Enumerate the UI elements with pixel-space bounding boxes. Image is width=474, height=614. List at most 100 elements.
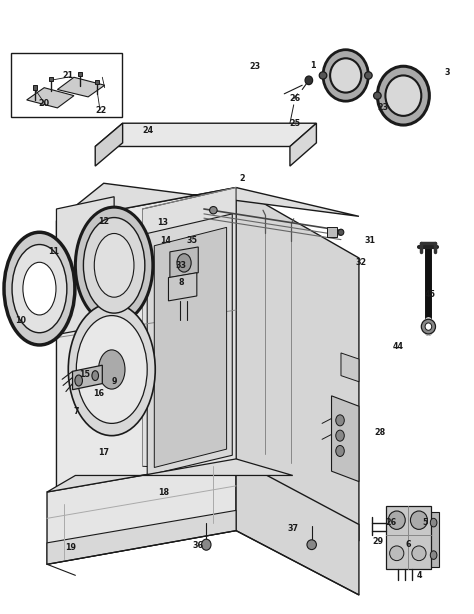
Ellipse shape (75, 375, 82, 386)
Text: 25: 25 (289, 119, 300, 128)
Bar (78, 72, 82, 76)
Text: 26: 26 (385, 518, 396, 527)
Ellipse shape (99, 350, 125, 389)
Polygon shape (143, 187, 236, 471)
Ellipse shape (388, 511, 405, 529)
Text: 35: 35 (187, 236, 198, 246)
Polygon shape (56, 196, 114, 335)
Text: 5: 5 (422, 518, 428, 527)
Ellipse shape (4, 232, 75, 345)
Ellipse shape (385, 76, 421, 116)
Bar (95, 80, 99, 84)
Polygon shape (27, 88, 74, 108)
Text: 10: 10 (15, 316, 26, 325)
Polygon shape (341, 353, 359, 382)
Ellipse shape (75, 207, 153, 324)
Text: 24: 24 (143, 126, 154, 135)
Ellipse shape (201, 539, 211, 550)
Polygon shape (95, 123, 317, 147)
Text: 3: 3 (445, 69, 450, 77)
Text: 37: 37 (287, 524, 298, 534)
Text: 28: 28 (374, 428, 385, 437)
Ellipse shape (328, 228, 335, 236)
Polygon shape (47, 459, 236, 564)
Polygon shape (290, 123, 317, 166)
Ellipse shape (330, 58, 361, 93)
Ellipse shape (421, 319, 436, 334)
Text: 8: 8 (178, 278, 184, 287)
Text: 19: 19 (65, 543, 76, 551)
Polygon shape (47, 510, 236, 564)
Ellipse shape (305, 76, 313, 85)
Bar (49, 77, 53, 81)
Text: 14: 14 (160, 236, 171, 246)
Text: 15: 15 (79, 370, 91, 379)
Text: 7: 7 (73, 406, 79, 416)
Polygon shape (47, 459, 293, 492)
Bar (11, 53, 122, 117)
Polygon shape (73, 365, 102, 390)
Text: 17: 17 (98, 448, 109, 457)
Ellipse shape (210, 206, 217, 214)
Polygon shape (236, 187, 359, 541)
Text: 6: 6 (405, 540, 411, 549)
Polygon shape (147, 214, 232, 475)
Text: 44: 44 (393, 343, 404, 351)
Polygon shape (57, 77, 105, 97)
Ellipse shape (177, 254, 191, 272)
Polygon shape (56, 187, 236, 504)
Text: 13: 13 (157, 218, 168, 227)
Ellipse shape (12, 244, 67, 333)
Text: 31: 31 (365, 236, 376, 246)
Text: 23: 23 (249, 63, 261, 71)
Ellipse shape (425, 323, 432, 330)
Ellipse shape (23, 262, 56, 315)
Text: 45: 45 (424, 290, 435, 299)
Text: 9: 9 (111, 377, 117, 386)
Ellipse shape (338, 229, 344, 235)
Ellipse shape (430, 518, 437, 527)
Text: 4: 4 (416, 571, 422, 580)
Text: 1: 1 (310, 61, 315, 69)
Ellipse shape (336, 430, 344, 441)
Ellipse shape (336, 415, 344, 426)
Bar (33, 85, 36, 90)
Text: 26: 26 (289, 94, 300, 103)
Text: 21: 21 (62, 71, 73, 80)
Polygon shape (56, 183, 359, 221)
Polygon shape (386, 506, 431, 569)
Text: 16: 16 (93, 389, 104, 398)
Polygon shape (236, 459, 359, 595)
Text: 20: 20 (38, 99, 50, 108)
Ellipse shape (430, 551, 437, 559)
Polygon shape (428, 512, 439, 567)
Ellipse shape (76, 316, 147, 424)
Text: 23: 23 (377, 103, 388, 112)
Ellipse shape (92, 371, 99, 381)
Text: 36: 36 (193, 542, 204, 550)
Ellipse shape (374, 92, 381, 99)
Ellipse shape (307, 540, 317, 550)
Text: 22: 22 (95, 106, 107, 115)
Bar (327, 227, 337, 236)
Ellipse shape (377, 66, 429, 125)
Ellipse shape (83, 217, 145, 313)
Ellipse shape (412, 546, 426, 561)
Polygon shape (95, 123, 123, 166)
Ellipse shape (410, 511, 428, 529)
Text: 29: 29 (372, 537, 383, 545)
Polygon shape (331, 396, 359, 481)
Text: 12: 12 (98, 217, 109, 226)
Ellipse shape (323, 50, 368, 101)
Polygon shape (168, 273, 197, 301)
Ellipse shape (336, 445, 344, 456)
Ellipse shape (390, 546, 404, 561)
Text: 33: 33 (176, 261, 187, 270)
Text: 32: 32 (355, 258, 366, 267)
Text: 11: 11 (48, 247, 59, 257)
Ellipse shape (319, 72, 327, 79)
Polygon shape (170, 247, 198, 278)
Ellipse shape (68, 303, 155, 436)
Ellipse shape (365, 72, 372, 79)
Ellipse shape (94, 233, 134, 297)
